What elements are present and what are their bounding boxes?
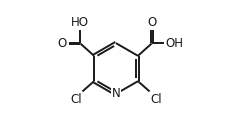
Text: O: O xyxy=(58,37,67,50)
Text: HO: HO xyxy=(71,16,89,29)
Text: OH: OH xyxy=(165,37,182,50)
Text: Cl: Cl xyxy=(70,93,81,105)
Text: Cl: Cl xyxy=(150,93,161,105)
Text: O: O xyxy=(146,16,156,29)
Text: N: N xyxy=(111,87,120,100)
